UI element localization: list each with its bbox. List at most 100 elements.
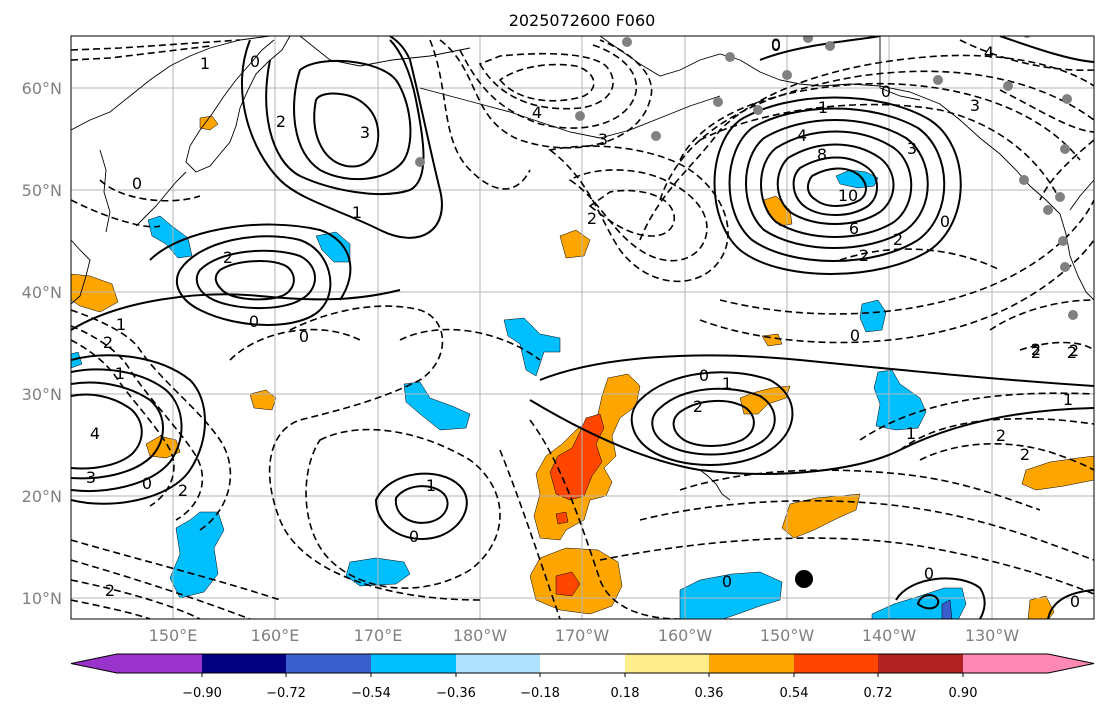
contour-label: 3: [598, 130, 608, 149]
contour-label: 0: [1070, 592, 1080, 611]
colorbar-segment: [286, 654, 371, 673]
marker-black: [795, 570, 813, 588]
colorbar-tick-label: 0.90: [949, 686, 978, 701]
contour-label: 4: [797, 126, 807, 145]
coastline-chukotka: [299, 36, 471, 67]
lon-label: 130°W: [965, 626, 1020, 645]
coastline-okhotsk: [71, 36, 271, 131]
contour-label: 3: [360, 123, 370, 142]
contour-label: 2: [893, 230, 903, 249]
negative-contours: [71, 39, 1094, 619]
contour-label: 2: [693, 397, 703, 416]
colorbar-segment: [117, 654, 202, 673]
colorbar-tick-label: 0.54: [780, 686, 809, 701]
colorbar-segment: [878, 654, 963, 673]
contour-label: 0: [850, 326, 860, 345]
contour-label: 0: [771, 36, 781, 55]
colorbar-segment: [371, 654, 456, 673]
colorbar-tick-label: −0.90: [182, 686, 222, 701]
contour-label: 1: [818, 98, 828, 117]
contour-label: 2: [1069, 341, 1079, 360]
contour-label: 2: [1031, 340, 1041, 359]
lon-label: 170°W: [555, 626, 610, 645]
shade-negative: [679, 571, 783, 619]
lat-labels: 60°N 50°N 40°N 30°N 20°N 10°N: [22, 79, 62, 608]
shade-positive: [763, 195, 793, 227]
lon-label: 160°W: [658, 626, 713, 645]
map-frame: [70, 35, 1095, 620]
shade-positive: [1021, 455, 1094, 491]
contour-label: 0: [924, 564, 934, 583]
contour-label: 1: [115, 364, 125, 383]
contour-label: 0: [142, 474, 152, 493]
colorbar-tick-labels: −0.90 −0.72 −0.54 −0.36 −0.18 0.18 0.36 …: [182, 686, 977, 701]
lon-label: 150°E: [149, 626, 198, 645]
colorbar-segment: [540, 654, 625, 673]
contour-label: 0: [409, 527, 419, 546]
contour-label: 2: [859, 246, 869, 265]
shade-negative: [503, 317, 561, 377]
contour-label: 2: [1031, 343, 1041, 362]
colorbar-outline: [70, 653, 1095, 674]
coastline-aleutians: [419, 87, 721, 139]
lat-label: 40°N: [22, 283, 62, 302]
lon-label: 160°E: [251, 626, 300, 645]
contour-label: 2: [105, 581, 115, 600]
coastline-hawaii: [699, 469, 731, 501]
contour-label: 4: [984, 43, 994, 62]
shade-negative: [859, 299, 887, 333]
contour-label: 1: [116, 315, 126, 334]
shade-negative: [873, 369, 927, 431]
positive-contours: [71, 36, 1094, 619]
colorbar-segment: [625, 654, 709, 673]
contour-label: 10: [838, 186, 858, 205]
lat-label: 60°N: [22, 79, 62, 98]
contour-label: 4: [532, 103, 542, 122]
colorbar-tick-label: −0.18: [520, 686, 560, 701]
contour-label: 2: [178, 481, 188, 500]
shade-negative: [71, 351, 83, 369]
contour-label: 0: [699, 366, 709, 385]
contour-label: 0: [940, 212, 950, 231]
lon-labels: 150°E 160°E 170°E 180°W 170°W 160°W 150°…: [149, 626, 1020, 645]
colorbar-tick-label: 0.72: [864, 686, 893, 701]
colorbar-tick-label: −0.72: [266, 686, 306, 701]
station-markers: [415, 36, 1078, 320]
contour-label: 2: [223, 248, 233, 267]
coastline-japan: [71, 239, 91, 305]
contour-label: 2: [276, 112, 286, 131]
colorbar-segment: [794, 654, 878, 673]
coastline-kuril: [135, 171, 187, 227]
colorbar-extend-high: [1048, 654, 1094, 673]
contour-label: 1: [906, 424, 916, 443]
contour-label: 0: [249, 312, 259, 331]
colorbar-extend-low: [71, 654, 117, 673]
colorbar-tick-label: −0.36: [436, 686, 476, 701]
colorbar-segment: [202, 654, 286, 673]
contour-label: 2: [103, 333, 113, 352]
contour-label: 0: [722, 572, 732, 591]
contour-label: 3: [970, 96, 980, 115]
colorbar-tick-label: 0.18: [611, 686, 640, 701]
lat-label: 10°N: [22, 589, 62, 608]
shade-positive: [781, 493, 861, 539]
contour-label: 8: [817, 145, 827, 164]
contour-label: 2: [996, 426, 1006, 445]
contour-label: 0: [250, 52, 260, 71]
shade-positive: [71, 273, 119, 313]
contour-label: 6: [849, 219, 859, 238]
colorbar-tick-label: 0.36: [695, 686, 724, 701]
contour-label: 2: [587, 209, 597, 228]
shade-positive-strong: [555, 511, 569, 525]
contour-label: 0: [771, 35, 781, 54]
colorbar-segment: [963, 654, 1048, 673]
coastline-sakhalin: [99, 149, 111, 233]
lat-label: 30°N: [22, 385, 62, 404]
contour-label: 1: [200, 54, 210, 73]
coastline-kamchatka: [185, 36, 291, 173]
contour-label: 2: [1020, 445, 1030, 464]
shade-negative: [169, 511, 225, 599]
contour-label: 3: [907, 139, 917, 158]
